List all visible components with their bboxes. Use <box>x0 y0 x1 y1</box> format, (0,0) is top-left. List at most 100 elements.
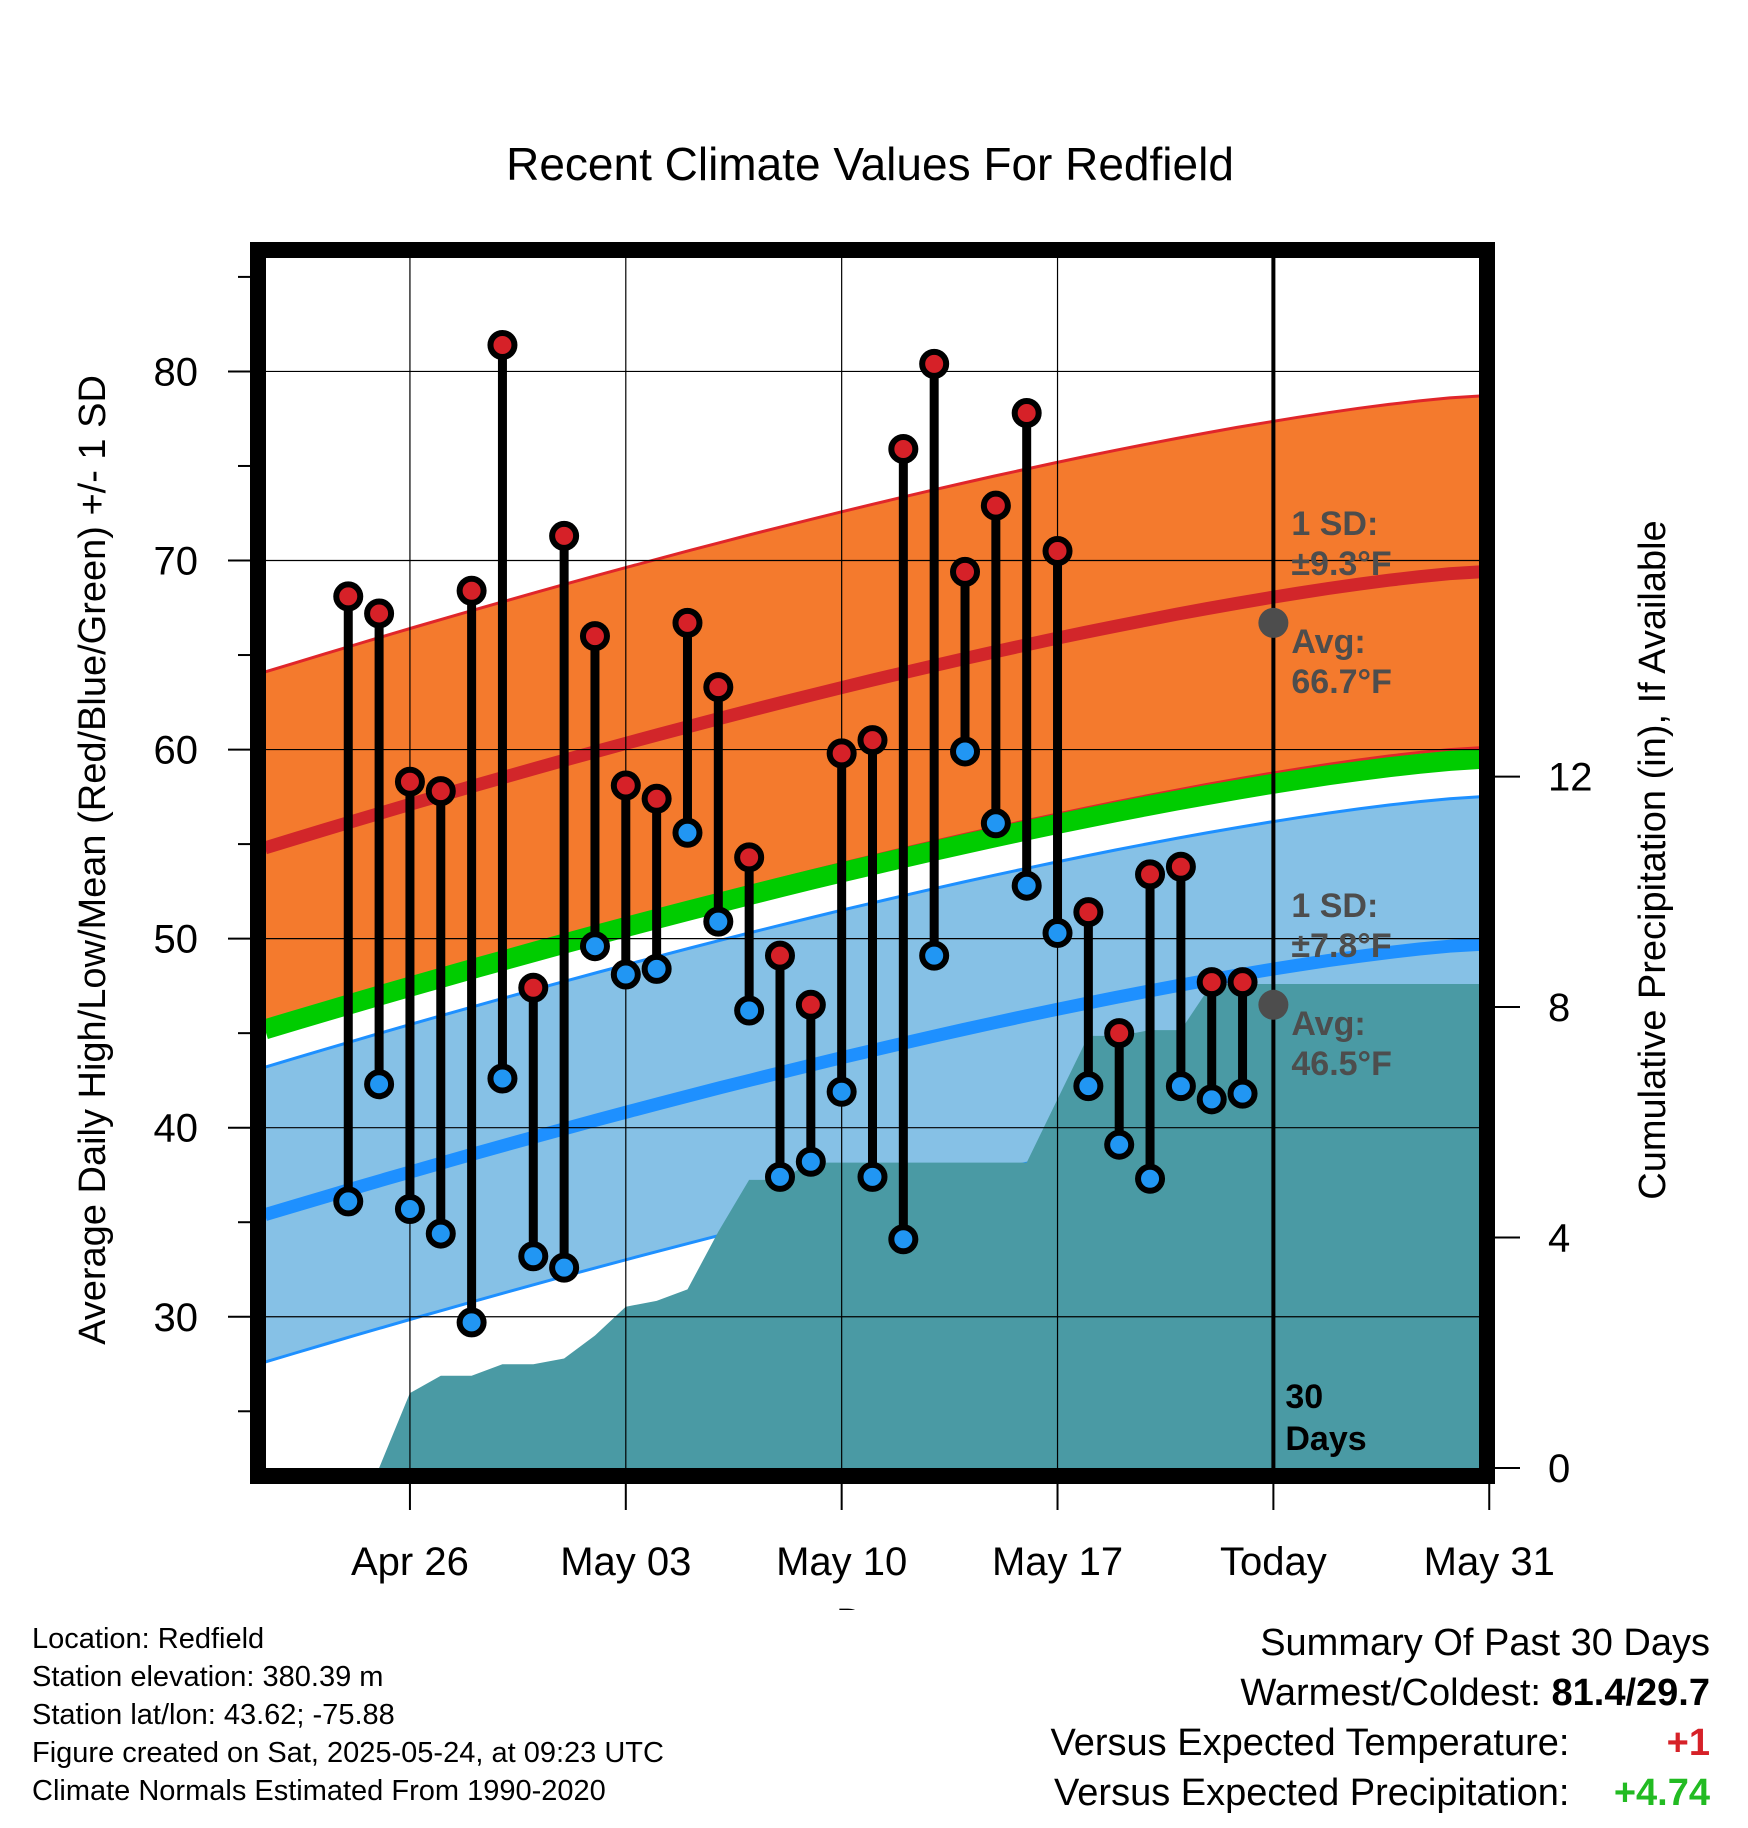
high-avg-label-line1: Avg: <box>1291 623 1365 661</box>
high-sd-band <box>265 396 1480 1024</box>
daily-high-point <box>610 770 641 801</box>
summary-precip-value: +4.74 <box>1613 1772 1710 1814</box>
daily-high-point <box>703 672 734 703</box>
daily-low-point <box>672 817 703 848</box>
daily-low-point <box>1104 1129 1135 1160</box>
y-tick-label: 60 <box>154 729 199 773</box>
x-axis-label: Day <box>836 1602 904 1610</box>
daily-low-point <box>734 995 765 1026</box>
today-days-label-line1: 30 <box>1285 1378 1323 1416</box>
daily-high-point <box>919 348 950 379</box>
daily-low-point <box>980 808 1011 839</box>
daily-high-point <box>1104 1018 1135 1049</box>
summary-precip-row: Versus Expected Precipitation: +4.74 <box>1051 1768 1710 1818</box>
daily-low-point <box>764 1161 795 1192</box>
high-avg-label-line2: 66.7°F <box>1291 663 1392 701</box>
daily-low-point <box>456 1307 487 1338</box>
today-days-label-line2: Days <box>1285 1420 1366 1458</box>
info-normals: Climate Normals Estimated From 1990-2020 <box>32 1775 606 1807</box>
x-tick-label: May 03 <box>560 1540 691 1584</box>
daily-high-point <box>795 989 826 1020</box>
daily-low-point <box>394 1193 425 1224</box>
daily-high-point <box>549 520 580 551</box>
high-sd-label-line2: ±9.3°F <box>1291 545 1391 583</box>
daily-high-point <box>364 598 395 629</box>
low-sd-label-line2: ±7.8°F <box>1291 927 1391 965</box>
daily-low-point <box>1135 1163 1166 1194</box>
daily-low-point <box>579 931 610 962</box>
x-tick-label: May 31 <box>1424 1540 1555 1584</box>
daily-low-point <box>610 959 641 990</box>
daily-high-point <box>857 725 888 756</box>
today-low-avg-marker <box>1258 989 1289 1020</box>
summary-heading: Summary Of Past 30 Days <box>1260 1622 1710 1664</box>
daily-low-point <box>795 1146 826 1177</box>
y2-tick-label: 12 <box>1548 756 1593 800</box>
daily-low-point <box>888 1224 919 1255</box>
y2-axis-label: Cumulative Precipitation (in), If Availa… <box>1632 520 1674 1199</box>
daily-low-point <box>487 1063 518 1094</box>
daily-high-point <box>394 766 425 797</box>
station-info: Location: Redfield Station elevation: 38… <box>32 1620 664 1810</box>
daily-high-point <box>425 776 456 807</box>
low-sd-label-line1: 1 SD: <box>1291 887 1378 925</box>
daily-high-point <box>980 490 1011 521</box>
daily-low-point <box>1073 1071 1104 1102</box>
daily-high-point <box>1042 536 1073 567</box>
y2-tick-label: 8 <box>1548 986 1570 1030</box>
daily-high-point <box>672 607 703 638</box>
y-tick-label: 80 <box>154 350 199 394</box>
y-axis-label: Average Daily High/Low/Mean (Red/Blue/Gr… <box>72 375 114 1345</box>
x-tick-label: May 17 <box>992 1540 1123 1584</box>
low-avg-label-line1: Avg: <box>1291 1005 1365 1043</box>
daily-high-point <box>641 783 672 814</box>
daily-high-point <box>826 738 857 769</box>
daily-low-point <box>1196 1084 1227 1115</box>
summary-panel: Summary Of Past 30 Days Warmest/Coldest:… <box>1051 1618 1710 1818</box>
x-tick-label: Today <box>1220 1540 1327 1584</box>
summary-warmest-value: 81.4/29.7 <box>1551 1672 1710 1714</box>
daily-low-point <box>1011 870 1042 901</box>
daily-high-point <box>1227 967 1258 998</box>
summary-temp-row: Versus Expected Temperature: +1 <box>1051 1718 1710 1768</box>
daily-high-point <box>487 329 518 360</box>
daily-high-point <box>579 621 610 652</box>
y2-tick-label: 0 <box>1548 1447 1570 1491</box>
summary-precip-label: Versus Expected Precipitation: <box>1054 1772 1570 1814</box>
daily-low-point <box>919 940 950 971</box>
daily-low-point <box>1165 1071 1196 1102</box>
daily-high-point <box>1165 851 1196 882</box>
daily-low-point <box>425 1218 456 1249</box>
high-sd-label-line1: 1 SD: <box>1291 505 1378 543</box>
summary-temp-value: +1 <box>1666 1722 1710 1764</box>
low-avg-label-line2: 46.5°F <box>1291 1045 1392 1083</box>
info-location: Location: Redfield <box>32 1623 265 1655</box>
x-tick-label: Apr 26 <box>351 1540 469 1584</box>
y2-tick-label: 4 <box>1548 1217 1570 1261</box>
info-elevation: Station elevation: 380.39 m <box>32 1661 384 1693</box>
daily-high-point <box>333 581 364 612</box>
summary-warmest-label: Warmest/Coldest: <box>1240 1672 1541 1714</box>
x-tick-label: May 10 <box>776 1540 907 1584</box>
daily-low-point <box>1042 917 1073 948</box>
y-tick-label: 70 <box>154 540 199 584</box>
daily-high-point <box>1135 859 1166 890</box>
daily-low-point <box>518 1241 549 1272</box>
summary-warmest-row: Warmest/Coldest: 81.4/29.7 <box>1051 1668 1710 1718</box>
axes: 30 40 50 60 70 80 0 4 8 12 Apr 26 May 03 May 10 May 1… <box>154 275 1593 1584</box>
daily-low-point <box>1227 1078 1258 1109</box>
daily-high-point <box>888 433 919 464</box>
summary-temp-label: Versus Expected Temperature: <box>1050 1722 1570 1764</box>
info-latlon: Station lat/lon: 43.62; -75.88 <box>32 1699 395 1731</box>
daily-low-point <box>950 736 981 767</box>
daily-low-point <box>703 906 734 937</box>
daily-low-point <box>364 1069 395 1100</box>
daily-high-point <box>518 972 549 1003</box>
plot-frame <box>250 242 1495 1484</box>
daily-high-point <box>1073 897 1104 928</box>
daily-high-point <box>950 556 981 587</box>
daily-high-point <box>764 940 795 971</box>
today-high-avg-marker <box>1258 607 1289 638</box>
daily-low-point <box>826 1076 857 1107</box>
